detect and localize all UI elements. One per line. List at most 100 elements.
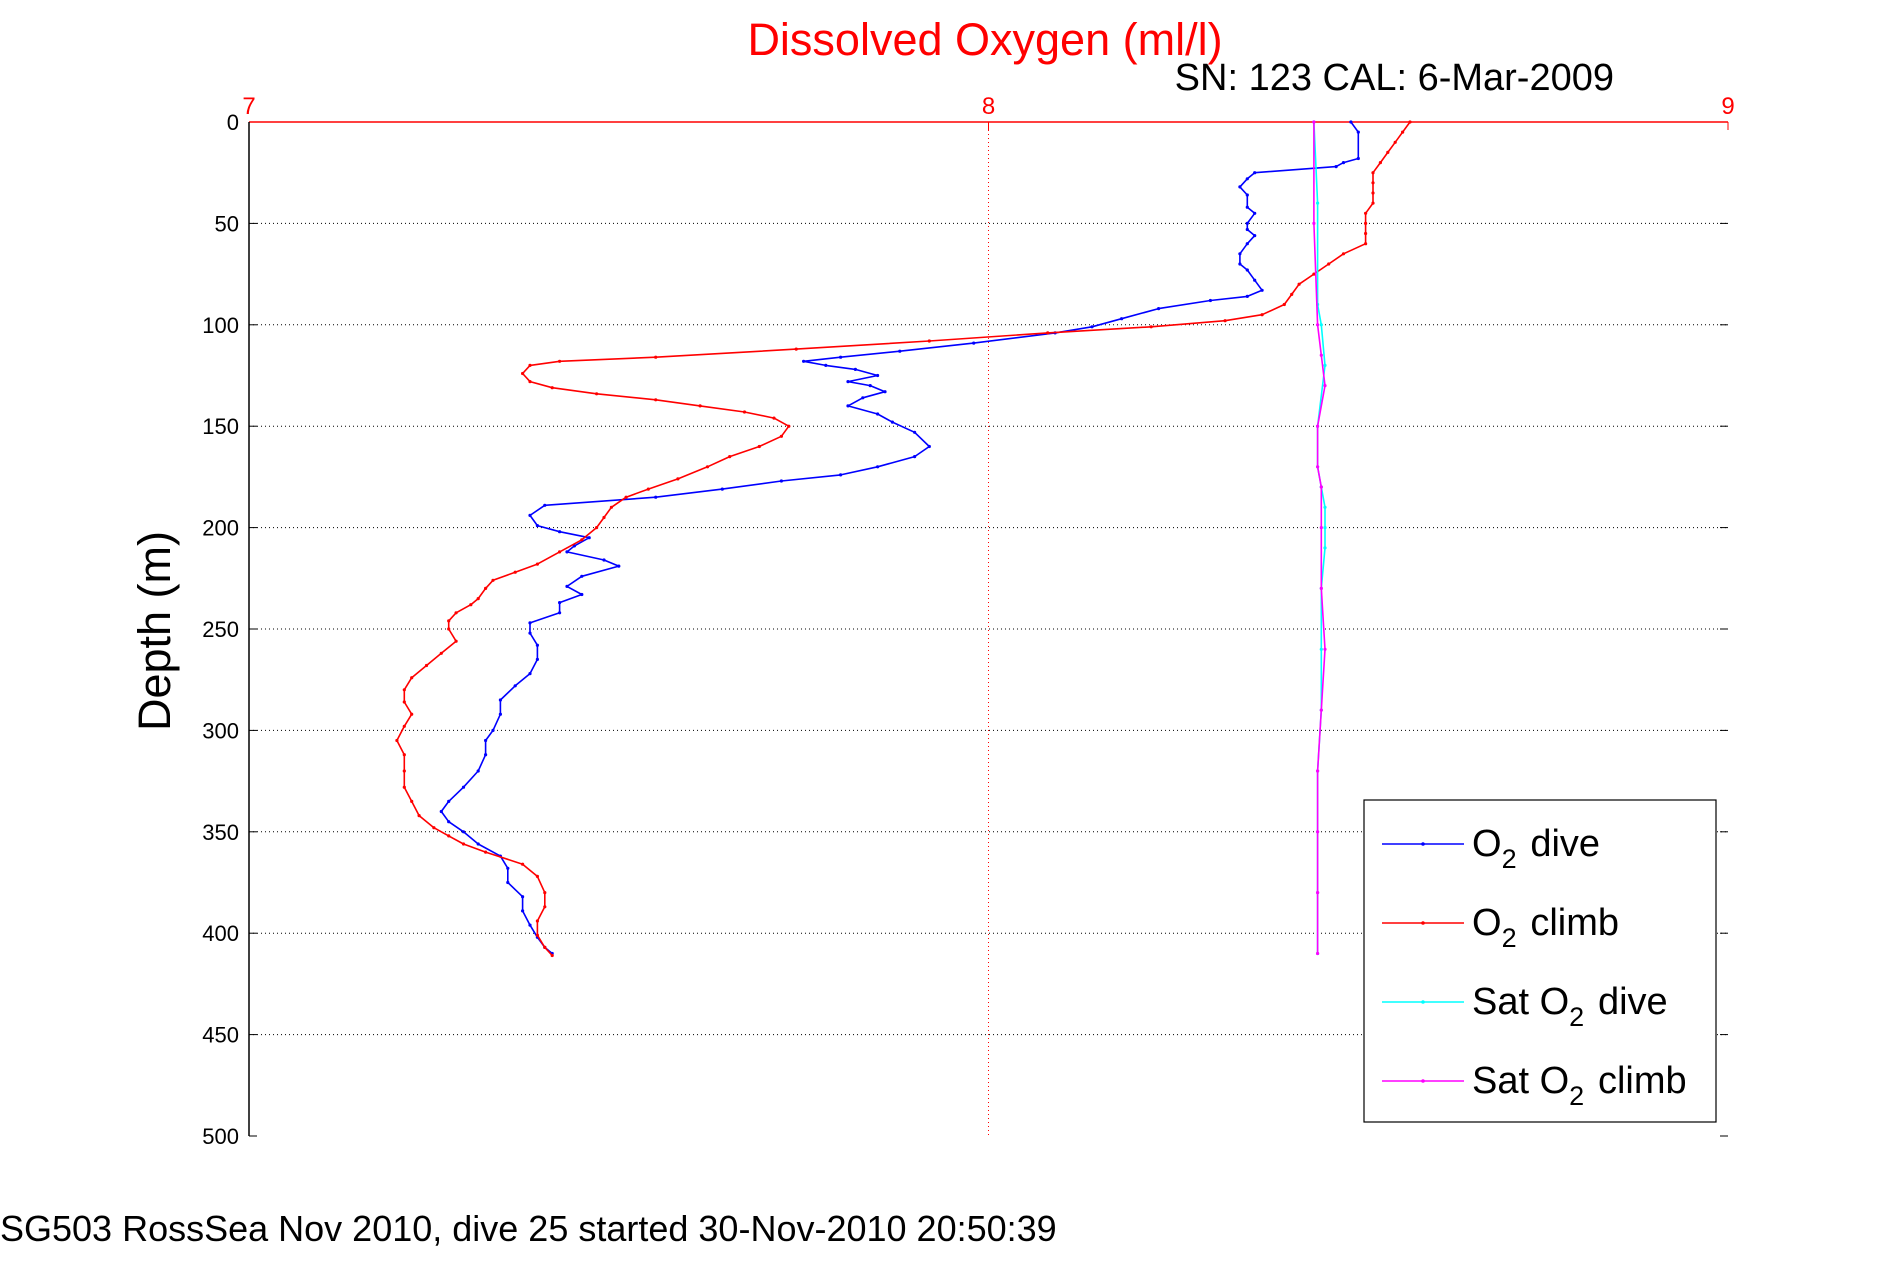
data-point <box>1408 120 1412 124</box>
data-point <box>728 455 732 459</box>
data-point <box>484 753 488 757</box>
data-point <box>476 597 480 601</box>
data-point <box>454 611 458 615</box>
data-point <box>868 384 872 388</box>
data-point <box>484 738 488 743</box>
chart-subtitle: SN: 123 CAL: 6-Mar-2009 <box>1175 57 1614 99</box>
y-tick-label: 0 <box>227 110 239 135</box>
data-point <box>565 550 569 554</box>
data-point <box>705 465 710 469</box>
y-tick-label: 450 <box>202 1023 239 1048</box>
data-point <box>528 923 532 927</box>
footer-caption: SG503 RossSea Nov 2010, dive 25 started … <box>0 1208 1057 1249</box>
data-point <box>432 826 436 830</box>
data-point <box>1371 191 1375 195</box>
data-point <box>410 712 414 716</box>
data-point <box>1319 526 1323 530</box>
data-point <box>742 410 747 414</box>
data-point <box>972 341 976 345</box>
data-point <box>1319 353 1323 357</box>
data-point <box>1323 647 1327 651</box>
legend-swatch-marker <box>1421 921 1425 925</box>
data-point <box>439 651 443 655</box>
data-point <box>1371 201 1375 205</box>
data-point <box>1401 130 1405 134</box>
data-point <box>580 538 584 542</box>
data-point <box>1323 363 1327 367</box>
data-point <box>898 349 902 353</box>
data-point <box>1349 120 1353 124</box>
data-point <box>558 359 562 363</box>
data-point <box>654 355 658 359</box>
data-point <box>876 412 880 416</box>
data-point <box>698 404 702 408</box>
data-point <box>802 359 806 363</box>
data-point <box>1282 302 1286 307</box>
data-point <box>1253 234 1257 238</box>
data-point <box>558 530 562 534</box>
series-line <box>1313 121 1326 954</box>
data-point <box>580 592 584 597</box>
data-point <box>1245 221 1249 225</box>
data-point <box>402 724 406 728</box>
data-point <box>506 866 510 870</box>
y-tick-label: 100 <box>202 313 239 338</box>
data-point <box>1371 171 1375 175</box>
data-point <box>1316 323 1320 327</box>
data-point <box>1290 292 1294 296</box>
data-point <box>447 627 451 631</box>
data-point <box>402 688 406 692</box>
data-point <box>1356 130 1360 134</box>
data-point <box>1364 231 1368 236</box>
legend-entry-label: O2 dive <box>1472 823 1600 874</box>
data-point <box>1356 156 1360 161</box>
legend-entry-label: O2 climb <box>1472 902 1619 953</box>
data-point <box>506 880 510 885</box>
data-point <box>609 505 614 509</box>
data-point <box>654 495 658 499</box>
data-point <box>469 603 473 607</box>
y-tick-label: 500 <box>202 1124 239 1149</box>
data-point <box>913 455 917 459</box>
data-point <box>794 347 798 351</box>
data-point <box>839 355 843 359</box>
data-point <box>484 586 488 591</box>
data-point <box>395 738 399 743</box>
data-point <box>1327 262 1331 266</box>
y-tick-label: 150 <box>202 414 239 439</box>
data-point <box>1245 227 1249 232</box>
data-point <box>1157 307 1161 311</box>
data-point <box>1253 171 1257 175</box>
data-point <box>876 373 880 378</box>
data-point <box>1319 323 1323 327</box>
data-point <box>602 558 606 562</box>
data-point <box>853 367 858 371</box>
data-point <box>484 850 488 854</box>
data-point <box>1208 298 1212 303</box>
data-point <box>1260 288 1264 292</box>
data-point <box>595 526 599 530</box>
data-point <box>535 919 540 923</box>
data-point <box>1260 313 1264 317</box>
legend: O2 dive O2 climb Sat O2 dive Sat O2 climb <box>1363 799 1717 1123</box>
tick-labels: 0 50 100 150 200 250 300 350 400 450 500 7 8 9 <box>202 93 1734 1149</box>
data-point <box>1364 221 1368 225</box>
data-point <box>1364 242 1368 246</box>
data-point <box>543 503 547 507</box>
data-point <box>779 434 784 438</box>
data-point <box>543 905 547 909</box>
data-point <box>439 809 443 814</box>
y-tick-label: 50 <box>215 211 239 236</box>
data-point <box>1316 465 1320 469</box>
data-point <box>846 404 850 408</box>
data-point <box>1386 150 1390 154</box>
data-point <box>1378 161 1382 165</box>
data-point <box>913 430 917 434</box>
data-point <box>1245 294 1249 298</box>
data-point <box>787 424 791 428</box>
data-point <box>1341 161 1346 165</box>
data-point <box>1319 586 1323 591</box>
data-point <box>654 398 658 402</box>
data-point <box>1393 140 1397 144</box>
data-point <box>927 444 931 449</box>
